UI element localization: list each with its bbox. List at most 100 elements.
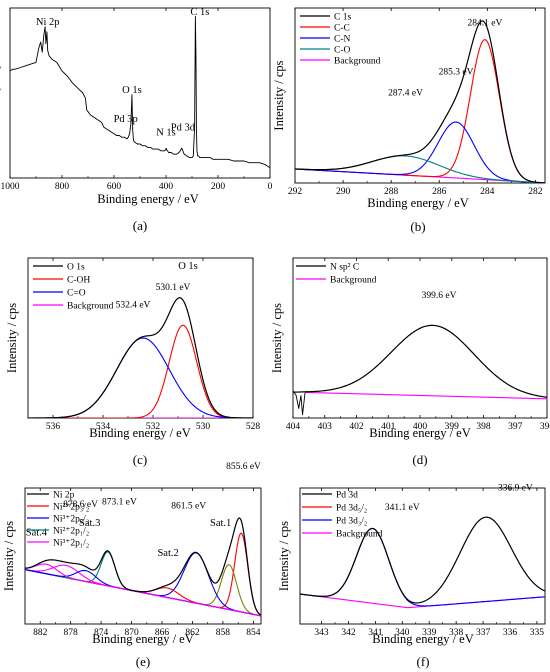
legend: O 1s C-OH C=O Background — [33, 263, 114, 312]
x-tick-label: 290 — [336, 187, 351, 197]
peak-annotation: 284.1 eV — [467, 19, 502, 29]
x-tick-label: 528 — [246, 422, 261, 432]
chart-panel-6: 343 342 341 340 339 338 337 336 335 Binding energ… — [277, 484, 546, 669]
fit-peak-line — [295, 39, 545, 183]
peak-annotation: N 1s — [156, 128, 176, 139]
x-axis-label: Binding energy / eV — [92, 632, 194, 646]
envelope-line — [295, 20, 545, 183]
peak-annotation: Sat.2 — [157, 548, 178, 559]
x-tick-label: 866 — [155, 628, 170, 638]
legend-label: O 1s — [67, 263, 85, 273]
x-tick-label: 874 — [94, 628, 109, 638]
peak-annotation: 336.9 eV — [498, 484, 533, 494]
x-tick-label: 1000 — [1, 182, 20, 192]
x-tick-label: 878 — [64, 628, 79, 638]
envelope-line — [300, 516, 545, 604]
peak-annotation: Ni 2p — [36, 17, 60, 28]
panel-caption: (b) — [410, 219, 425, 234]
survey-spectrum-line — [10, 16, 270, 169]
x-tick-label: 288 — [384, 187, 399, 197]
peak-annotation: Pd 3d — [171, 122, 196, 133]
peak-annotation: 861.5 eV — [171, 501, 206, 511]
x-tick-label: 292 — [288, 187, 303, 197]
panel-caption: (d) — [412, 452, 427, 467]
x-tick-label: 284 — [480, 187, 495, 197]
x-axis-label: Binding energy / eV — [89, 426, 191, 440]
chart-panel-3: 536 534 532 530 528 Binding energy / eV Intens… — [5, 257, 261, 467]
peak-annotation: 287.4 eV — [388, 89, 423, 99]
x-tick-label: 862 — [185, 628, 200, 638]
y-axis-label: Intensity / cps — [270, 303, 284, 373]
legend-label: Ni²⁺2p₁/₂ — [53, 527, 89, 537]
peak-annotation: 341.1 eV — [385, 503, 420, 513]
peak-annotation: 878.6 eV — [63, 500, 98, 510]
legend-label: Pd 3d₅/₂ — [336, 504, 367, 514]
y-axis-label: Intensity / cps — [5, 303, 19, 373]
plot-frame — [24, 487, 262, 625]
legend-label: Background — [336, 530, 383, 540]
legend-label: C-O — [334, 46, 351, 56]
legend-label: Background — [330, 276, 377, 286]
envelope-line — [25, 517, 261, 616]
panel-caption: (e) — [136, 654, 150, 669]
x-tick-label: 340 — [395, 628, 410, 638]
legend-label: Background — [334, 57, 381, 67]
legend-label: Ni³⁺2p₃/₂ — [53, 515, 89, 525]
plot-area — [25, 517, 261, 617]
legend-label: C-N — [334, 35, 351, 45]
x-axis-label: Binding energy / eV — [372, 632, 474, 646]
legend-label: C-C — [334, 24, 350, 34]
legend-label: Background — [67, 302, 114, 312]
legend-label: Ni²⁺2p₃/₂ — [53, 503, 89, 513]
x-tick-label: 0 — [268, 182, 273, 192]
x-axis-label: Binding energy / eV — [369, 426, 471, 440]
x-tick-label: 854 — [246, 628, 261, 638]
plot-area — [10, 16, 270, 169]
peak-annotation: 532.4 eV — [116, 301, 151, 311]
y-axis-label: Intensity / cps — [277, 521, 291, 591]
legend-label: C-OH — [67, 276, 90, 286]
x-tick-label: 282 — [528, 187, 543, 197]
x-tick-label: 402 — [349, 422, 364, 432]
legend-label: C=O — [67, 289, 86, 299]
envelope-line — [28, 297, 253, 418]
plot-area — [295, 20, 545, 183]
x-tick-label: 858 — [216, 628, 231, 638]
fit-peak-line — [25, 563, 261, 617]
panel-caption: (f) — [417, 654, 430, 669]
plot-frame — [294, 7, 546, 184]
x-axis-label: Binding energy / eV — [367, 196, 469, 210]
peak-annotation: Sat.1 — [210, 518, 231, 529]
plot-area — [300, 516, 545, 609]
x-tick-label: 398 — [476, 422, 491, 432]
legend: Ni 2p Ni²⁺2p₃/₂ Ni³⁺2p₃/₂ Ni²⁺2p₁/₂ Ni³⁺2p₁/… — [27, 491, 89, 549]
x-tick-label: 532 — [146, 422, 161, 432]
x-tick-label: 286 — [432, 187, 447, 197]
fit-peak-line — [295, 121, 545, 183]
peak-annotation: O 1s — [178, 261, 198, 272]
legend-label: Pd 3d₃/₂ — [336, 517, 367, 527]
legend-label: C 1s — [334, 13, 351, 23]
y-axis-label: Intensity / cps — [2, 521, 16, 591]
peak-annotation: O 1s — [122, 85, 142, 96]
plot-area — [293, 324, 547, 416]
chart-panel-1: 1000 800 600 400 200 0 Binding energy / eV Inte… — [0, 7, 273, 233]
x-tick-label: 397 — [508, 422, 523, 432]
x-tick-label: 530 — [196, 422, 211, 432]
peak-annotation: Pd 3p — [114, 114, 138, 125]
x-tick-label: 400 — [159, 182, 174, 192]
peak-annotation: Sat.3 — [79, 518, 100, 529]
x-tick-label: 396 — [540, 422, 550, 432]
legend-label: N sp² C — [330, 263, 359, 273]
x-tick-label: 404 — [286, 422, 301, 432]
x-tick-label: 536 — [46, 422, 61, 432]
plot-area — [28, 297, 253, 418]
x-tick-label: 399 — [445, 422, 460, 432]
plot-frame — [299, 487, 546, 625]
envelope-line — [293, 324, 547, 398]
legend: N sp² C Background — [296, 263, 377, 286]
chart-panel-5: 882 878 874 870 866 862 858 854 Binding energy /… — [2, 462, 262, 669]
background-line — [305, 391, 547, 400]
peak-annotation: C 1s — [490, 0, 509, 1]
